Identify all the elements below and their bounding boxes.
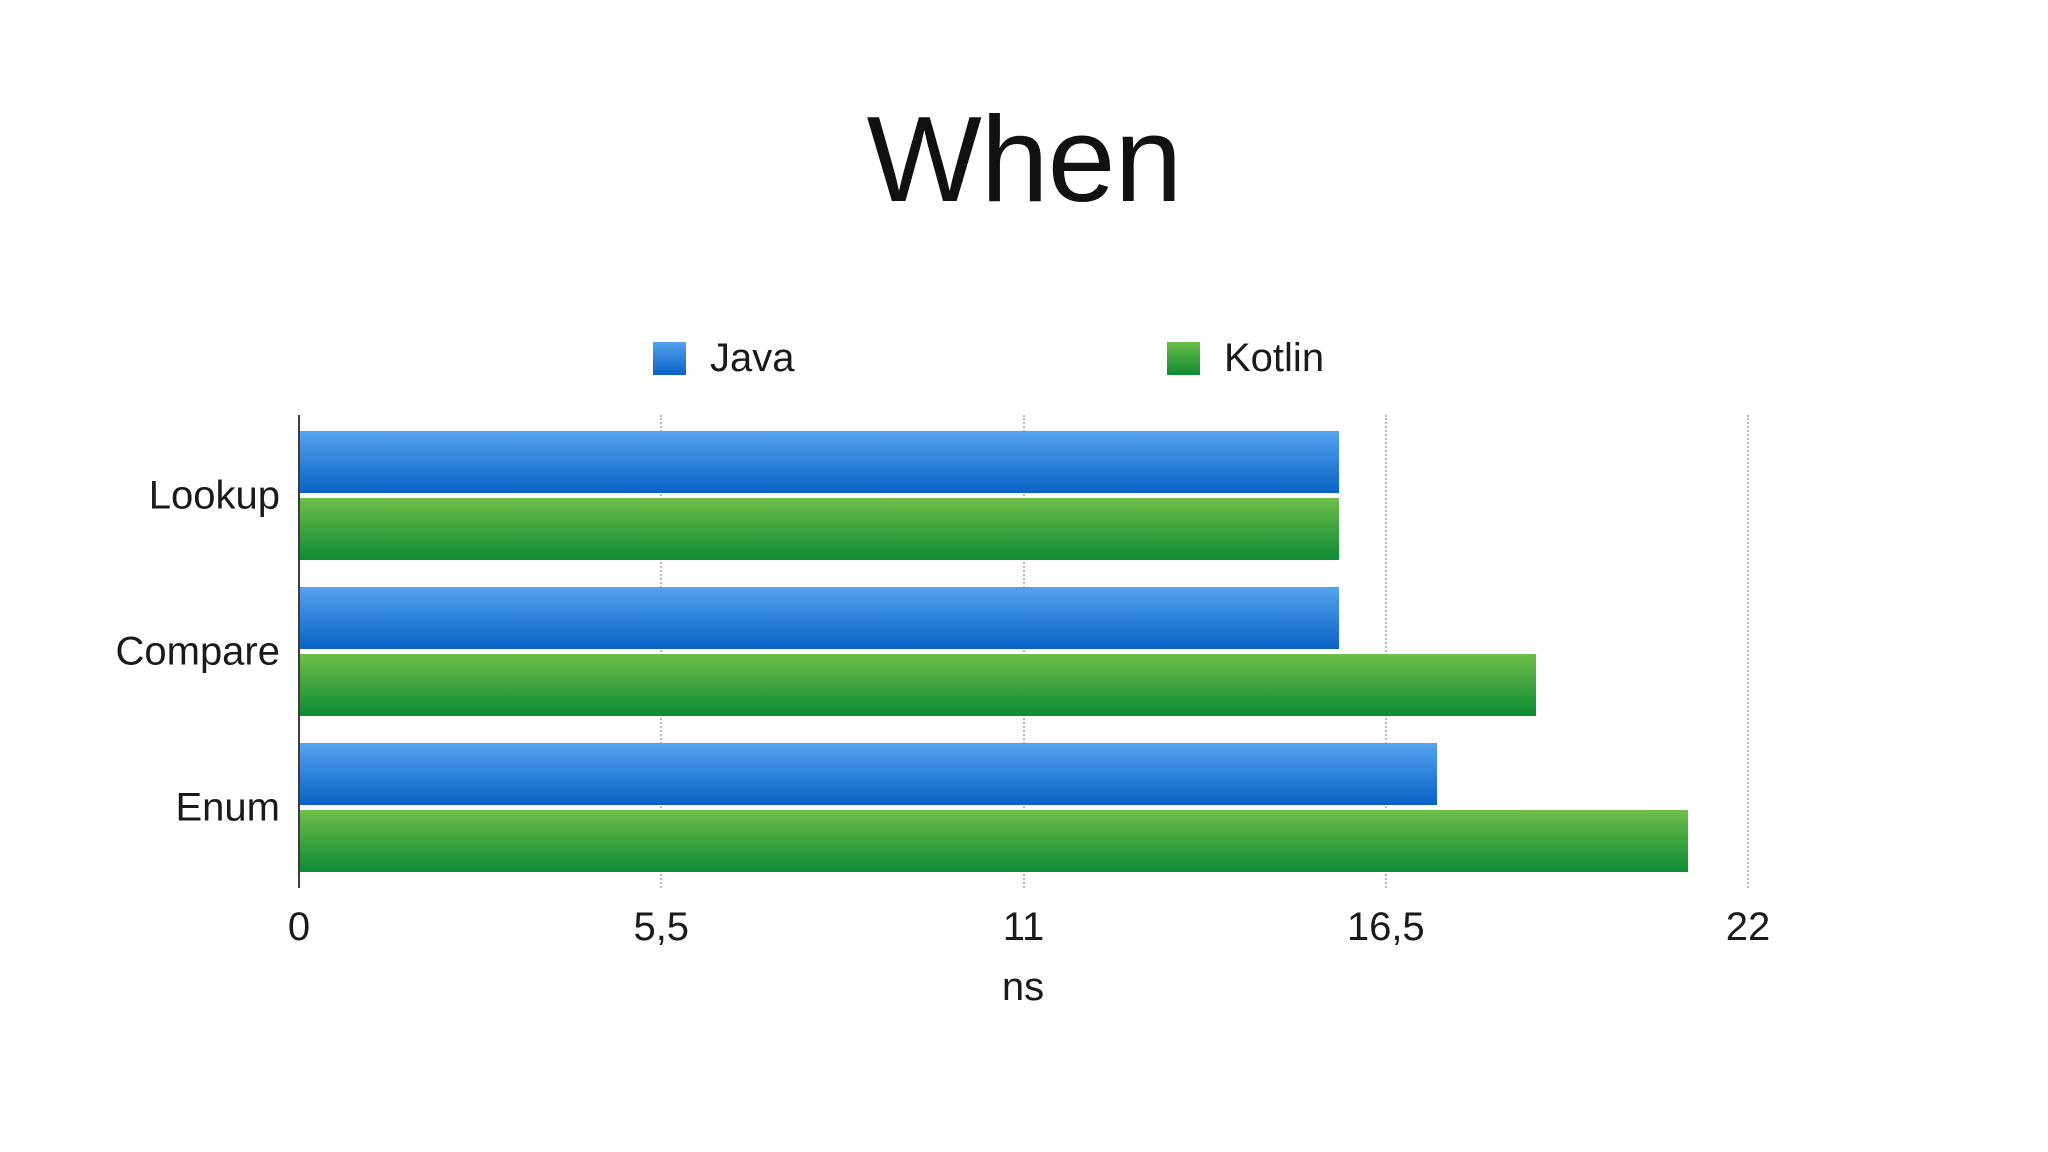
legend-swatch-kotlin — [1167, 341, 1200, 375]
bar-kotlin-compare — [300, 654, 1537, 716]
x-tick-label-11: 11 — [1002, 905, 1045, 949]
category-label-enum: Enum — [175, 785, 281, 829]
x-axis-title: ns — [1001, 965, 1045, 1009]
gridline-x-16,5 — [1384, 415, 1387, 888]
category-label-compare: Compare — [115, 629, 280, 673]
category-label-lookup: Lookup — [148, 473, 280, 517]
bar-java-compare — [300, 587, 1339, 649]
bar-java-lookup — [300, 431, 1339, 493]
gridline-x-5,5 — [660, 415, 663, 888]
legend-label-java: Java — [710, 336, 795, 380]
x-tick-label-22: 22 — [1725, 905, 1771, 949]
x-tick-label-5,5: 5,5 — [633, 905, 690, 949]
y-axis-line — [298, 415, 300, 888]
legend-swatch-java — [653, 341, 686, 375]
bar-kotlin-lookup — [300, 498, 1339, 560]
gridline-x-22 — [1747, 415, 1749, 888]
legend-item-kotlin: Kotlin — [1167, 336, 1324, 380]
x-tick-label-16,5: 16,5 — [1346, 905, 1425, 949]
legend-item-java: Java — [653, 336, 795, 380]
chart-title: When — [866, 91, 1183, 227]
bar-java-enum — [300, 743, 1438, 805]
legend-label-kotlin: Kotlin — [1224, 336, 1325, 380]
bar-kotlin-enum — [300, 810, 1688, 872]
x-tick-label-0: 0 — [287, 905, 311, 949]
gridline-x-11 — [1022, 415, 1025, 888]
